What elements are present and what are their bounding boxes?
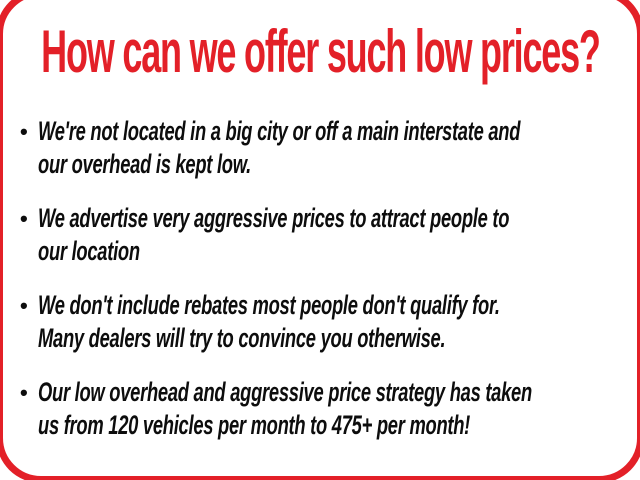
- bullet-text: We advertise very aggressive prices to a…: [38, 203, 510, 266]
- list-item: • We don't include rebates most people d…: [20, 289, 640, 355]
- bullet-list: • We're not located in a big city or off…: [20, 115, 640, 463]
- bullet-text: Our low overhead and aggressive price st…: [38, 377, 532, 440]
- list-item: • We advertise very aggressive prices to…: [20, 202, 640, 268]
- bullet-text: We don't include rebates most people don…: [38, 290, 500, 353]
- list-item: • Our low overhead and aggressive price …: [20, 376, 640, 442]
- bullet-icon: •: [20, 293, 28, 318]
- bullet-icon: •: [20, 380, 28, 405]
- bullet-icon: •: [20, 119, 28, 144]
- page-title: How can we offer such low prices?: [40, 18, 601, 85]
- list-item: • We're not located in a big city or off…: [20, 115, 640, 181]
- title-row: How can we offer such low prices?: [0, 21, 640, 83]
- bullet-text: We're not located in a big city or off a…: [38, 116, 521, 179]
- bullet-icon: •: [20, 206, 28, 231]
